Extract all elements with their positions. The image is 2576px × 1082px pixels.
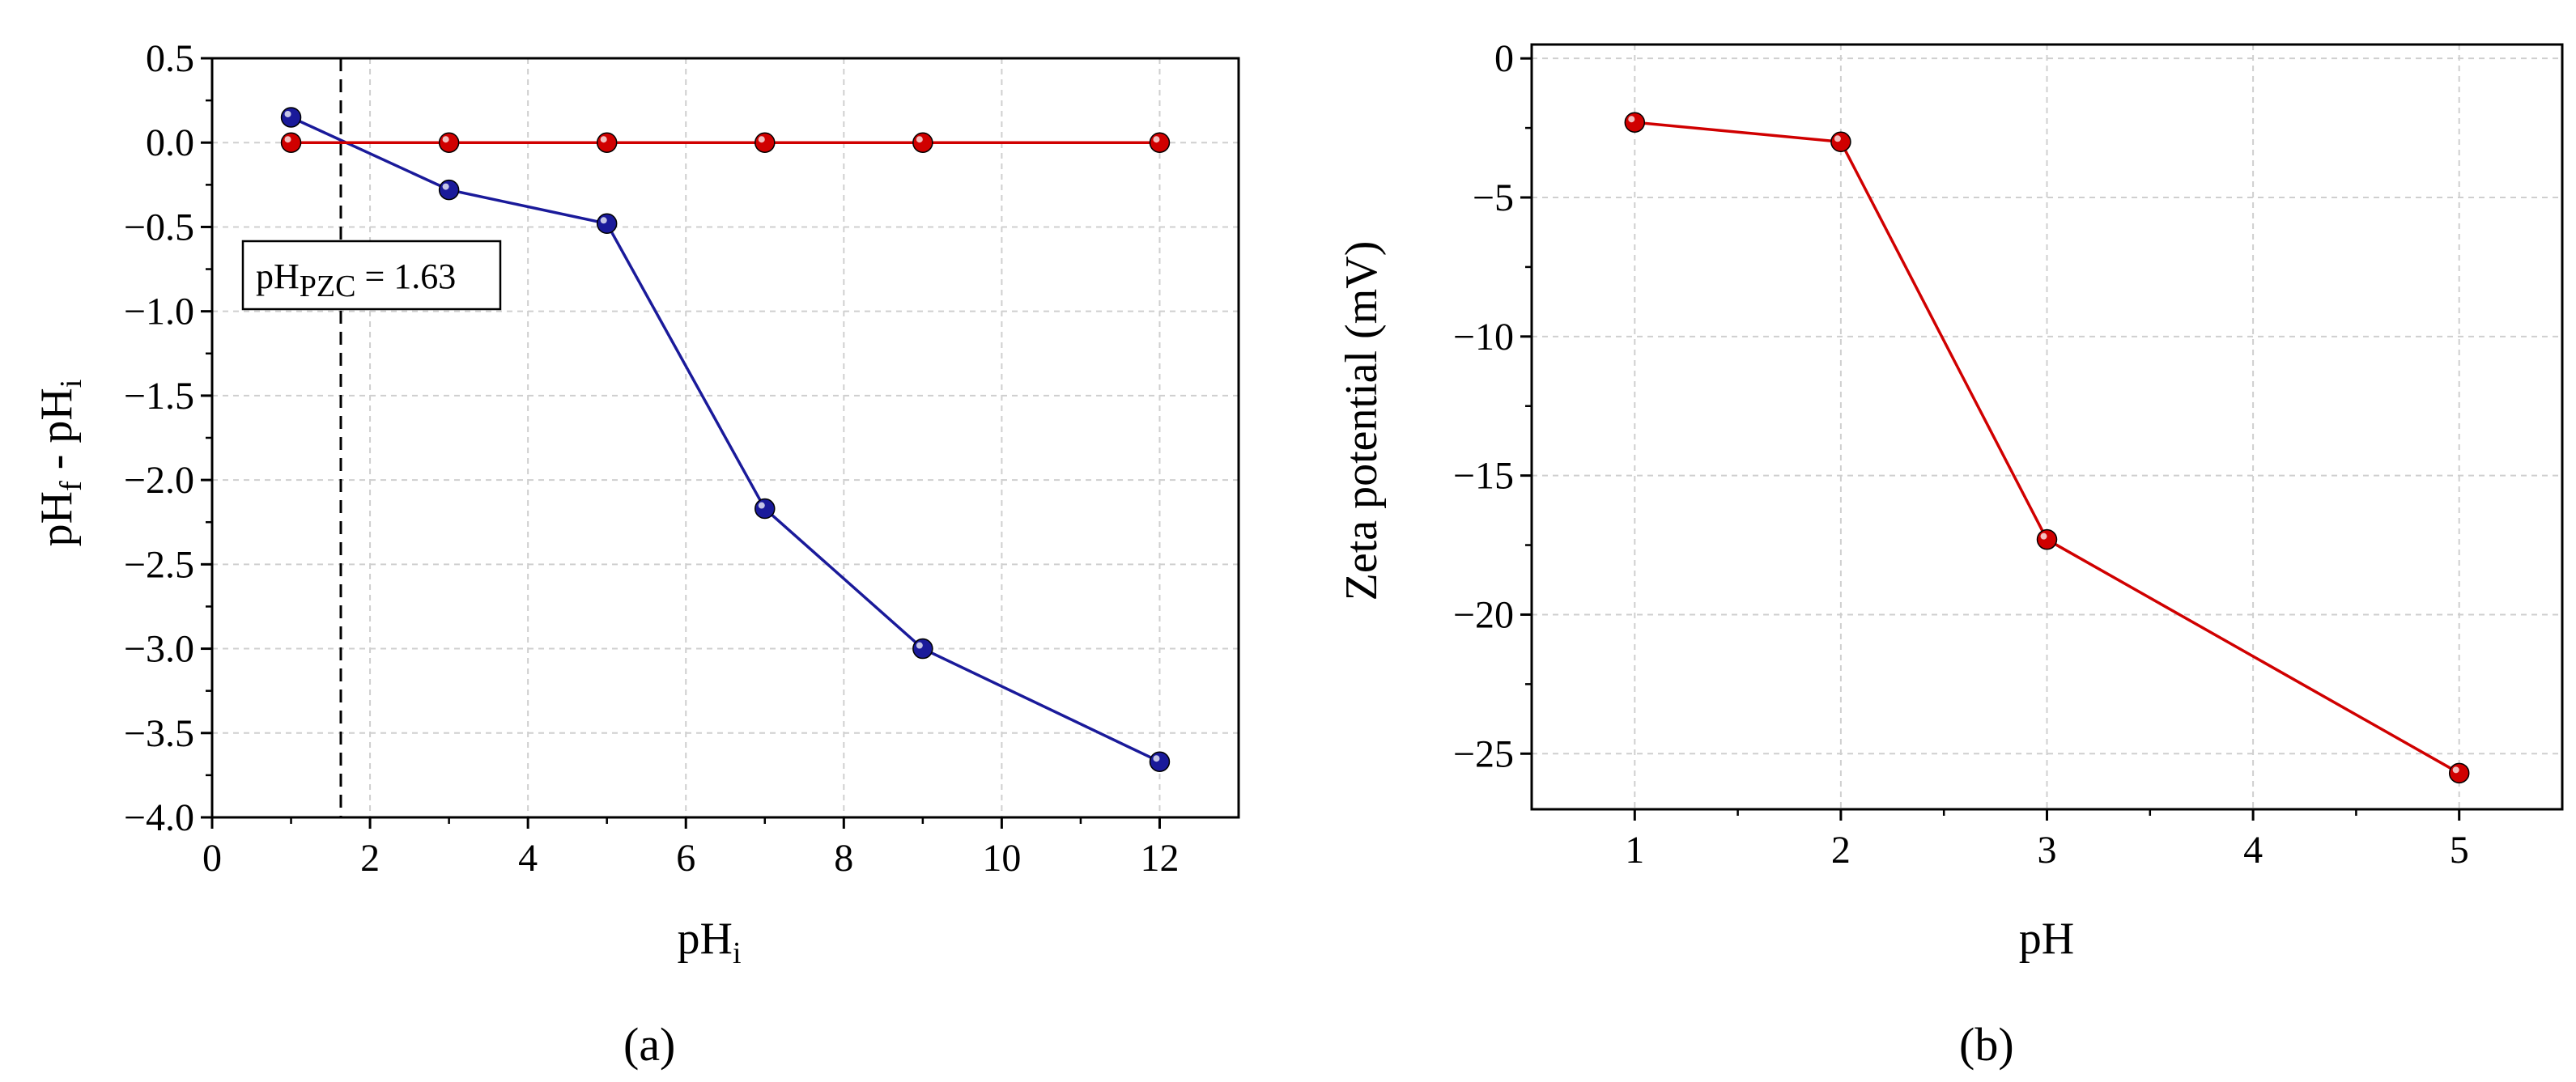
a-series-0-point-5 [1149, 751, 1171, 772]
b-xtick-label-1: 2 [1831, 829, 1851, 872]
a-series-0-point-4 [912, 638, 933, 660]
b-series-0-point-1 [1830, 131, 1851, 153]
b-xtick-label-4: 5 [2450, 829, 2469, 872]
a-ytick-label-8: −3.5 [124, 712, 194, 755]
b-grid [1532, 45, 2562, 809]
a-xtick-label-3: 6 [676, 837, 695, 880]
a-xtick-label-1: 2 [360, 837, 380, 880]
a-series-1-point-0 [280, 132, 302, 153]
a-series-1-point-5 [1149, 132, 1171, 153]
a-annotation-text: pHPZC = 1.63 [256, 257, 456, 303]
b-ticks: 1 2 3 4 5 0 −5 −10 −15 −20 −25 [1453, 37, 2469, 872]
b-xtick-label-2: 3 [2038, 829, 2057, 872]
a-ytick-label-0: 0.5 [146, 37, 194, 80]
a-xlabel-main: pH [677, 914, 732, 964]
panel-a-chart: 0 2 4 6 8 10 12 0.5 0.0 −0.5 −1.0 −1.5 −2.0 −2.5 −3.0 −… [32, 37, 1240, 1071]
a-annotation-value: = 1.63 [355, 257, 456, 296]
b-xlabel: pH [2019, 914, 2074, 964]
b-ytick-label-2: −10 [1453, 316, 1514, 359]
a-series-0-point-0 [280, 107, 302, 128]
b-ytick-label-0: 0 [1494, 37, 1514, 80]
a-xlabel-sub: i [733, 936, 742, 970]
a-series-1-point-3 [755, 132, 776, 153]
a-series-1-point-2 [596, 132, 618, 153]
a-series [280, 107, 1171, 772]
b-ytick-label-1: −5 [1473, 176, 1514, 219]
a-xtick-label-4: 8 [834, 837, 853, 880]
a-annotation-main: pH [256, 257, 300, 296]
a-ytick-label-3: −1.0 [124, 291, 194, 333]
a-ytick-label-6: −2.5 [124, 543, 194, 586]
a-ylabel-sub2: i [54, 380, 88, 388]
b-series-0-point-2 [2036, 528, 2058, 550]
a-annotation-box [241, 240, 502, 311]
b-series-0-point-3 [2448, 762, 2470, 784]
a-ytick-label-5: −2.0 [124, 459, 194, 502]
b-ylabel: Zeta potential (mV) [1337, 241, 1387, 601]
b-series-0-line [1634, 121, 2460, 774]
b-ytick-label-4: −20 [1453, 593, 1514, 636]
a-ytick-label-2: −0.5 [124, 206, 194, 248]
a-ytick-label-7: −3.0 [124, 628, 194, 671]
a-panel-label: (a) [623, 1018, 675, 1071]
a-ylabel-sub1: f [54, 481, 88, 491]
b-ytick-label-3: −15 [1453, 455, 1514, 498]
a-series-0-point-2 [596, 213, 618, 235]
a-xtick-label-0: 0 [202, 837, 222, 880]
a-ytick-label-1: 0.0 [146, 121, 194, 164]
a-ticks: 0 2 4 6 8 10 12 0.5 0.0 −0.5 −1.0 −1.5 −2.0 −2.5 −3.0 −… [124, 37, 1180, 880]
a-series-0-line [290, 116, 1161, 763]
b-ytick-label-5: −25 [1453, 732, 1514, 775]
panel-b-chart: 1 2 3 4 5 0 −5 −10 −15 −20 −25 pH Zeta potential (… [1337, 37, 2564, 1071]
a-xlabel: pHi [677, 914, 741, 970]
a-ylabel-main1: pH [32, 491, 82, 546]
a-xtick-label-6: 12 [1140, 837, 1179, 880]
a-series-1-point-1 [438, 132, 460, 153]
a-xtick-label-5: 10 [982, 837, 1021, 880]
a-series-1-point-4 [912, 132, 933, 153]
a-annotation-sub: PZC [300, 269, 356, 303]
a-xtick-label-2: 4 [518, 837, 538, 880]
b-xtick-label-3: 4 [2243, 829, 2263, 872]
a-ytick-label-4: −1.5 [124, 375, 194, 418]
b-xtick-label-0: 1 [1625, 829, 1644, 872]
a-ylabel-mid: - pH [32, 388, 82, 481]
a-series-0-point-1 [438, 179, 460, 201]
b-series [1624, 112, 2470, 784]
a-ytick-label-9: −4.0 [124, 796, 194, 839]
a-series-0-point-3 [755, 498, 776, 520]
a-ylabel: pHf - pHi [32, 380, 88, 547]
b-series-0-point-0 [1624, 112, 1646, 133]
b-panel-label: (b) [1959, 1018, 2014, 1071]
